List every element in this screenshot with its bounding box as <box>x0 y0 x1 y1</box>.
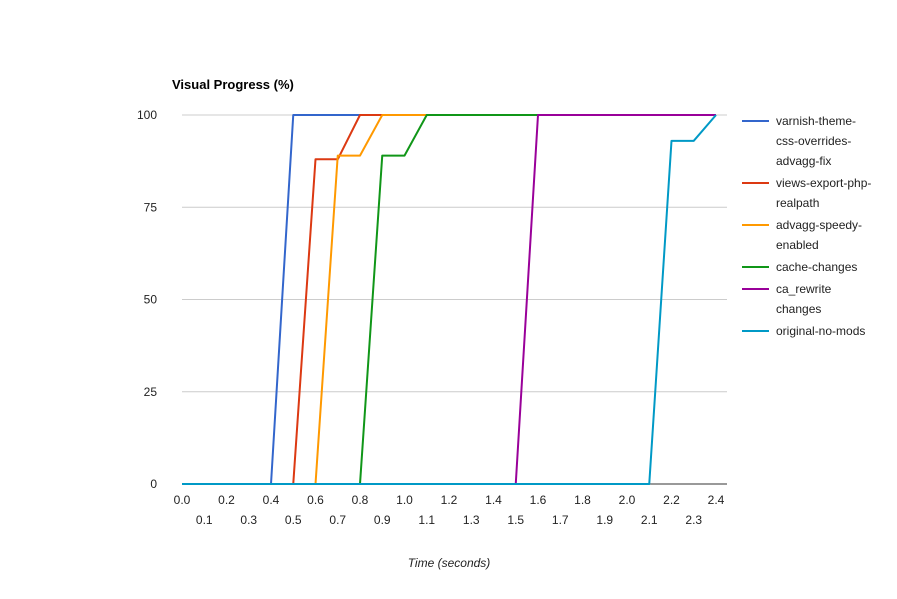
x-tick-label: 0.0 <box>174 493 191 507</box>
x-tick-label: 2.2 <box>663 493 680 507</box>
legend-label: advagg-fix <box>776 154 831 168</box>
x-tick-label: 1.7 <box>552 513 569 527</box>
y-tick-label: 0 <box>150 477 157 491</box>
x-tick-label: 0.5 <box>285 513 302 527</box>
x-tick-label: 1.6 <box>530 493 547 507</box>
legend-label: changes <box>776 302 821 316</box>
chart-title: Visual Progress (%) <box>172 77 294 92</box>
x-tick-label: 1.8 <box>574 493 591 507</box>
x-tick-label: 0.9 <box>374 513 391 527</box>
legend-label: cache-changes <box>776 260 857 274</box>
x-tick-label: 2.1 <box>641 513 658 527</box>
legend: varnish-theme-css-overrides-advagg-fix vi… <box>742 114 871 338</box>
x-tick-label: 1.5 <box>507 513 524 527</box>
x-tick-label: 0.1 <box>196 513 213 527</box>
x-tick-label: 0.4 <box>263 493 280 507</box>
legend-label: ca_rewrite <box>776 282 832 296</box>
legend-label: varnish-theme- <box>776 114 856 128</box>
legend-label: views-export-php- <box>776 176 871 190</box>
legend-label: enabled <box>776 238 819 252</box>
x-tick-label: 2.4 <box>708 493 725 507</box>
legend-label: original-no-mods <box>776 324 865 338</box>
x-tick-label: 1.4 <box>485 493 502 507</box>
x-tick-label: 0.7 <box>329 513 346 527</box>
grid <box>182 114 727 485</box>
x-axis-label: Time (seconds) <box>408 556 491 570</box>
x-tick-label: 1.3 <box>463 513 480 527</box>
x-tick-label: 0.8 <box>352 493 369 507</box>
y-axis: 0 25 50 75 100 <box>137 108 157 491</box>
x-axis: 0.0 0.2 0.4 0.6 0.8 1.0 1.2 1.4 1.6 1.8 2.0 2.2 2.4 0… <box>174 493 725 527</box>
x-tick-label: 1.1 <box>418 513 435 527</box>
x-tick-label: 0.6 <box>307 493 324 507</box>
legend-label: advagg-speedy- <box>776 218 862 232</box>
x-tick-label: 1.2 <box>441 493 458 507</box>
y-tick-label: 100 <box>137 108 157 122</box>
x-tick-label: 2.3 <box>685 513 702 527</box>
x-tick-label: 0.3 <box>240 513 257 527</box>
y-tick-label: 75 <box>144 200 158 214</box>
legend-label: css-overrides- <box>776 134 851 148</box>
x-tick-label: 1.9 <box>596 513 613 527</box>
series-line <box>182 114 717 485</box>
legend-label: realpath <box>776 196 819 210</box>
x-tick-label: 2.0 <box>619 493 636 507</box>
x-tick-label: 1.0 <box>396 493 413 507</box>
plot-area <box>182 114 717 485</box>
x-tick-label: 0.2 <box>218 493 235 507</box>
y-tick-label: 50 <box>144 293 158 307</box>
y-tick-label: 25 <box>144 385 158 399</box>
